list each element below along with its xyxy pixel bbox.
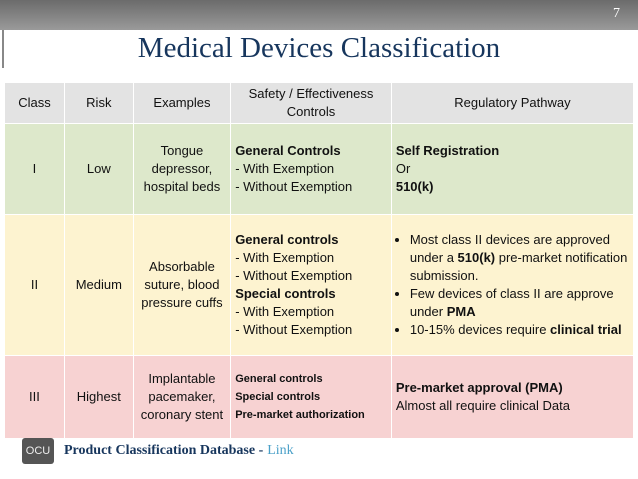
bullet-item: Few devices of class II are approve unde…: [410, 285, 629, 321]
examples-cell: Absorbable suture, blood pressure cuffs: [132, 214, 232, 356]
header-row: Class Risk Examples Safety / Effectiveness …: [4, 82, 635, 124]
top-bar: 7: [0, 0, 638, 30]
controls-cell: General controls Special controls Pre-mark…: [230, 355, 392, 439]
examples-cell: Tongue depressor, hospital beds: [132, 123, 232, 215]
text-run: Pre-market authorization: [235, 409, 365, 421]
text-run: pre-market notification submission.: [409, 250, 628, 283]
text-run: - Without Exemption: [235, 322, 353, 337]
table-row: II Medium Absorbable suture, blood pressur…: [4, 214, 635, 356]
cell-line: - With Exemption: [235, 249, 387, 267]
text-run: 510(k): [395, 179, 434, 194]
cell-line: Or: [396, 160, 629, 178]
footer-link[interactable]: Link: [267, 443, 294, 458]
header-cell: Risk: [63, 82, 134, 124]
cell-line: Pre-market authorization: [235, 406, 387, 424]
text-run: - Without Exemption: [235, 268, 353, 283]
text-run: Few devices of class II are approve unde…: [409, 286, 614, 319]
risk-cell: Low: [63, 123, 134, 215]
text-run: - With Exemption: [235, 250, 335, 265]
slide-number: 7: [613, 6, 620, 21]
class-cell: II: [4, 214, 65, 356]
pathway-cell: Pre-market approval (PMA) Almost all requ…: [390, 355, 635, 439]
header-cell: Class: [4, 82, 65, 124]
cell-line: Self Registration: [396, 142, 629, 160]
cell-line: - With Exemption: [235, 160, 387, 178]
cell-line: - Without Exemption: [235, 321, 387, 339]
text-run: Most class II devices are approved under…: [409, 232, 610, 265]
cell-line: General Controls: [235, 142, 387, 160]
text-run: Or: [395, 161, 411, 176]
controls-cell: General Controls - With Exemption - Withou…: [230, 123, 392, 215]
cell-line: Pre-market approval (PMA): [396, 379, 629, 397]
table-row: III Highest Implantable pacemaker, coronar…: [4, 355, 635, 439]
header-cell: Safety / Effectiveness Controls: [230, 82, 392, 124]
text-run: Special controls: [235, 286, 336, 301]
cell-line: General controls: [235, 370, 387, 388]
cell-line: - Without Exemption: [235, 178, 387, 196]
text-run: Almost all require clinical Data: [395, 398, 570, 413]
cell-line: - Without Exemption: [235, 267, 387, 285]
text-run: General Controls: [235, 143, 341, 158]
cell-line: 510(k): [396, 178, 629, 196]
text-run: General controls: [235, 373, 323, 385]
title-frame: [2, 30, 636, 68]
text-run: PMA: [446, 304, 476, 319]
risk-cell: Highest: [63, 355, 134, 439]
text-run: 10-15% devices require: [409, 322, 551, 337]
text-run: - With Exemption: [235, 161, 335, 176]
footer: OCU Product Classification Database - Li…: [22, 436, 294, 466]
slide-title: Medical Devices Classification: [137, 32, 501, 64]
text-run: Self Registration: [395, 143, 500, 158]
text-run: Pre-market approval (PMA): [395, 380, 563, 395]
cell-line: General controls: [235, 231, 387, 249]
header-cell: Regulatory Pathway: [390, 82, 635, 124]
footer-text: Product Classification Database -: [64, 443, 264, 458]
classification-table: Class Risk Examples Safety / Effectiveness …: [4, 82, 635, 439]
cell-line: - With Exemption: [235, 303, 387, 321]
pathway-cell: Most class II devices are approved under…: [390, 214, 635, 356]
bullet-item: 10-15% devices require clinical trial: [410, 321, 629, 339]
risk-cell: Medium: [63, 214, 134, 356]
text-run: - With Exemption: [235, 304, 335, 319]
header-cell: Examples: [132, 82, 232, 124]
text-run: Special controls: [235, 391, 321, 403]
class-cell: III: [4, 355, 65, 439]
bullet-item: Most class II devices are approved under…: [410, 231, 629, 285]
text-run: 510(k): [457, 250, 496, 265]
text-run: - Without Exemption: [235, 179, 353, 194]
class-cell: I: [4, 123, 65, 215]
text-run: clinical trial: [550, 322, 622, 337]
text-run: General controls: [235, 232, 339, 247]
cell-line: Special controls: [235, 285, 387, 303]
cell-line: Almost all require clinical Data: [396, 397, 629, 415]
examples-cell: Implantable pacemaker, coronary stent: [132, 355, 232, 439]
table-row: I Low Tongue depressor, hospital beds Gener…: [4, 123, 635, 215]
cell-line: Special controls: [235, 388, 387, 406]
bullet-list: Most class II devices are approved under…: [396, 231, 629, 339]
pathway-cell: Self Registration Or 510(k): [390, 123, 635, 215]
controls-cell: General controls - With Exemption - Withou…: [230, 214, 392, 356]
logo: OCU: [22, 438, 54, 464]
